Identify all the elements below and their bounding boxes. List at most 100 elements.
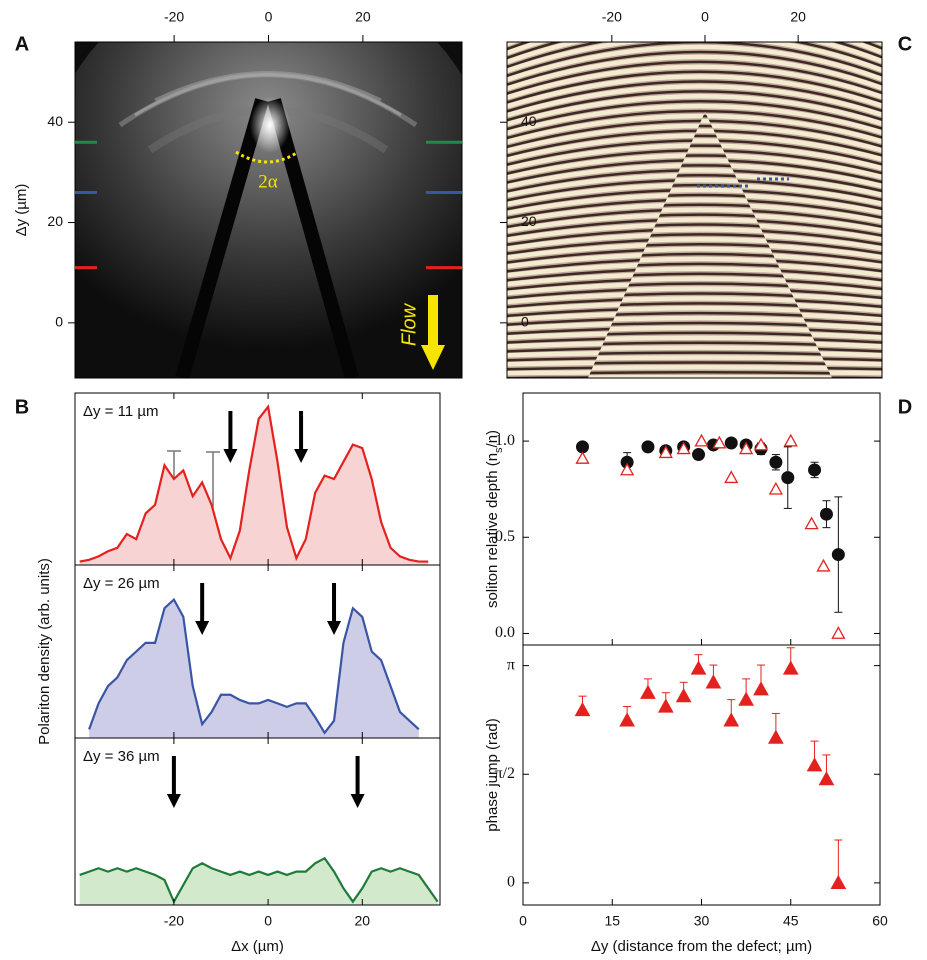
- x-tick-label: 20: [790, 9, 806, 25]
- x-tick-label: 20: [355, 9, 371, 25]
- line: [79, 404, 429, 563]
- fringe: [588, 256, 832, 275]
- fringe: [500, 0, 890, 4]
- fringe: [588, 213, 832, 235]
- point: [690, 660, 707, 675]
- fringe: [588, 282, 832, 297]
- x-tick-label: 60: [872, 913, 888, 929]
- fringe: [507, 42, 882, 47]
- fringe: [500, 0, 890, 34]
- fringe: [500, 0, 890, 11]
- x-tick-label: 15: [604, 913, 620, 929]
- y-axis-label-part: /n): [484, 430, 501, 448]
- point: [831, 626, 846, 639]
- y-axis-label-part: s: [493, 447, 505, 453]
- fringe: [500, 0, 890, 29]
- point: [738, 691, 754, 706]
- fringe: [588, 325, 832, 337]
- fringe: [507, 60, 882, 95]
- point: [576, 440, 589, 454]
- fringe: [588, 292, 832, 306]
- arrow-head: [166, 794, 181, 808]
- arrow-head: [195, 621, 210, 635]
- point: [781, 471, 795, 485]
- fringe: [588, 242, 832, 261]
- fringe: [500, 0, 890, 13]
- x-tick-label: 0: [264, 913, 272, 929]
- fringe: [588, 138, 832, 169]
- fringe: [588, 371, 832, 376]
- point: [753, 437, 769, 451]
- point: [641, 440, 655, 454]
- fringe: [507, 42, 882, 65]
- y-axis-label-part: soliton relative depth (n: [484, 453, 501, 608]
- fringe: [507, 54, 882, 91]
- fringe: [507, 84, 882, 118]
- fringe: [507, 50, 882, 87]
- panel-letter: B: [15, 396, 29, 418]
- y-tick-label: 0: [521, 314, 529, 330]
- flow-arrow: [421, 295, 445, 370]
- angle-arc: [235, 150, 299, 164]
- fringe: [507, 113, 882, 145]
- point: [783, 433, 798, 447]
- point: [658, 445, 673, 459]
- point: [769, 455, 783, 469]
- arrow-head: [327, 621, 342, 635]
- point: [694, 433, 709, 447]
- fringe: [588, 345, 832, 354]
- frame: [74, 737, 441, 906]
- x-tick-label: 0: [265, 9, 273, 25]
- fringe: [588, 173, 832, 200]
- fringe: [507, 94, 882, 127]
- annotation: Δy = 11 µm: [83, 403, 159, 420]
- fringe: [588, 236, 832, 257]
- fringe: [507, 109, 882, 140]
- fringe: [507, 100, 882, 131]
- point: [753, 681, 769, 696]
- y-axis-label: soliton relative depth (ns/n): [484, 430, 505, 608]
- y-axis-label: Δy (µm): [13, 184, 30, 237]
- point: [782, 660, 799, 675]
- fringe: [588, 197, 832, 222]
- point: [574, 701, 591, 717]
- point: [705, 674, 722, 689]
- x-tick-label: -20: [164, 9, 184, 25]
- image-c: [500, 0, 890, 378]
- point: [768, 481, 783, 495]
- fringe: [500, 0, 890, 16]
- arrow-head: [223, 449, 238, 463]
- arrow-head: [350, 794, 365, 808]
- point: [619, 712, 635, 727]
- fringe: [588, 351, 832, 358]
- area: [89, 599, 419, 738]
- fringe: [500, 0, 890, 8]
- point: [819, 507, 833, 521]
- x-tick-label: 0: [519, 913, 527, 929]
- fringe: [588, 233, 832, 253]
- fringe: [500, 0, 890, 20]
- y-tick-label: 40: [521, 113, 537, 129]
- x-tick-label: -20: [164, 913, 184, 929]
- point: [724, 470, 739, 484]
- line: [79, 856, 439, 905]
- fringe: [588, 246, 832, 266]
- fringe: [588, 177, 832, 204]
- fringe: [588, 207, 832, 231]
- fringe: [588, 361, 832, 367]
- y-tick-label: 20: [47, 213, 63, 229]
- fringe: [588, 355, 832, 363]
- point: [830, 874, 847, 889]
- flow-label: Flow: [398, 302, 420, 346]
- point: [831, 548, 845, 562]
- point: [808, 463, 822, 477]
- x-tick-label: 20: [355, 913, 371, 929]
- annotation: Δy = 26 µm: [83, 575, 160, 592]
- angle-label: 2α: [258, 171, 278, 192]
- fringe: [507, 119, 882, 149]
- fringe: [588, 321, 832, 332]
- point: [620, 455, 634, 469]
- fringe: [588, 167, 832, 196]
- point: [692, 448, 706, 462]
